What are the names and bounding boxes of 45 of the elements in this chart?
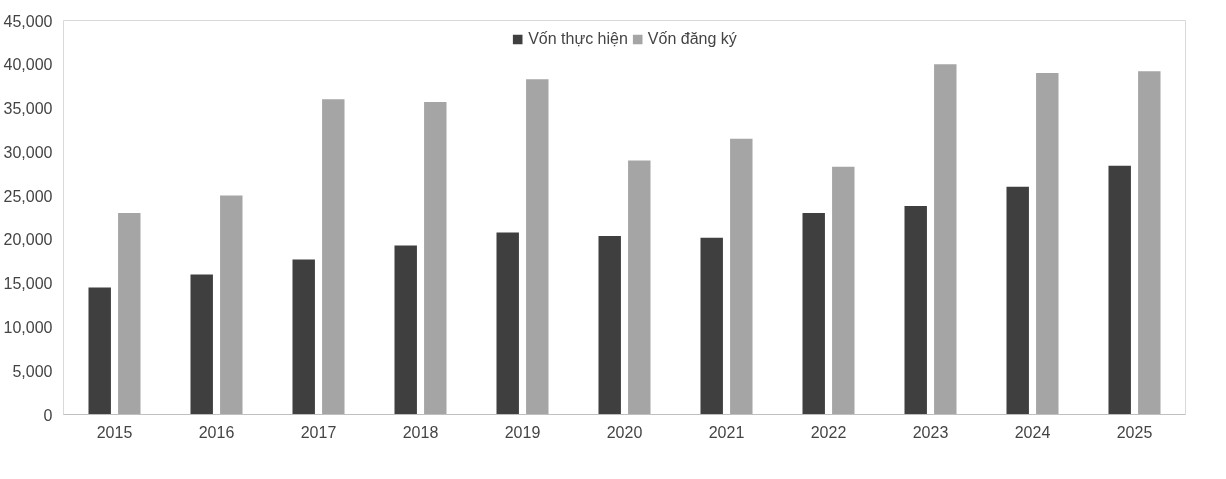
y-tick-label: 20,000 xyxy=(3,231,53,249)
bar xyxy=(628,160,651,415)
y-tick-label: 25,000 xyxy=(3,187,53,205)
bar xyxy=(730,138,753,415)
bar xyxy=(394,245,417,415)
bar xyxy=(190,274,213,415)
y-tick-label: 5,000 xyxy=(12,362,53,380)
x-tick-label: 2021 xyxy=(708,423,745,441)
x-tick-label: 2017 xyxy=(300,423,337,441)
y-tick-label: 0 xyxy=(43,406,53,424)
legend-label: Vốn thực hiện xyxy=(528,30,628,48)
bar xyxy=(322,99,345,415)
bar xyxy=(118,213,141,415)
bar xyxy=(832,166,855,415)
y-tick-label: 40,000 xyxy=(3,56,53,74)
bar xyxy=(220,195,243,415)
x-tick-label: 2024 xyxy=(1014,423,1051,441)
bar xyxy=(292,259,315,415)
x-tick-label: 2025 xyxy=(1116,423,1153,441)
bar xyxy=(802,213,825,415)
x-tick-label: 2018 xyxy=(402,423,439,441)
x-tick-label: 2015 xyxy=(96,423,133,441)
x-tick-label: 2022 xyxy=(810,423,847,441)
bar xyxy=(1138,71,1161,415)
x-tick-label: 2020 xyxy=(606,423,643,441)
bar xyxy=(934,64,957,415)
bar xyxy=(424,101,447,415)
bar xyxy=(1108,165,1131,415)
bar xyxy=(1006,186,1029,415)
bar xyxy=(904,206,927,415)
y-tick-label: 15,000 xyxy=(3,275,53,293)
bar xyxy=(700,237,723,415)
bar xyxy=(496,232,519,415)
bar xyxy=(88,287,111,415)
x-tick-label: 2016 xyxy=(198,423,235,441)
bar xyxy=(1036,73,1059,415)
y-tick-label: 30,000 xyxy=(3,143,53,161)
y-tick-label: 35,000 xyxy=(3,100,53,118)
bar xyxy=(526,79,549,415)
legend-label: Vốn đăng ký xyxy=(647,30,737,48)
x-tick-label: 2023 xyxy=(912,423,949,441)
y-tick-label: 45,000 xyxy=(3,12,53,30)
bar xyxy=(598,235,621,415)
x-tick-label: 2019 xyxy=(504,423,541,441)
y-tick-label: 10,000 xyxy=(3,318,53,336)
